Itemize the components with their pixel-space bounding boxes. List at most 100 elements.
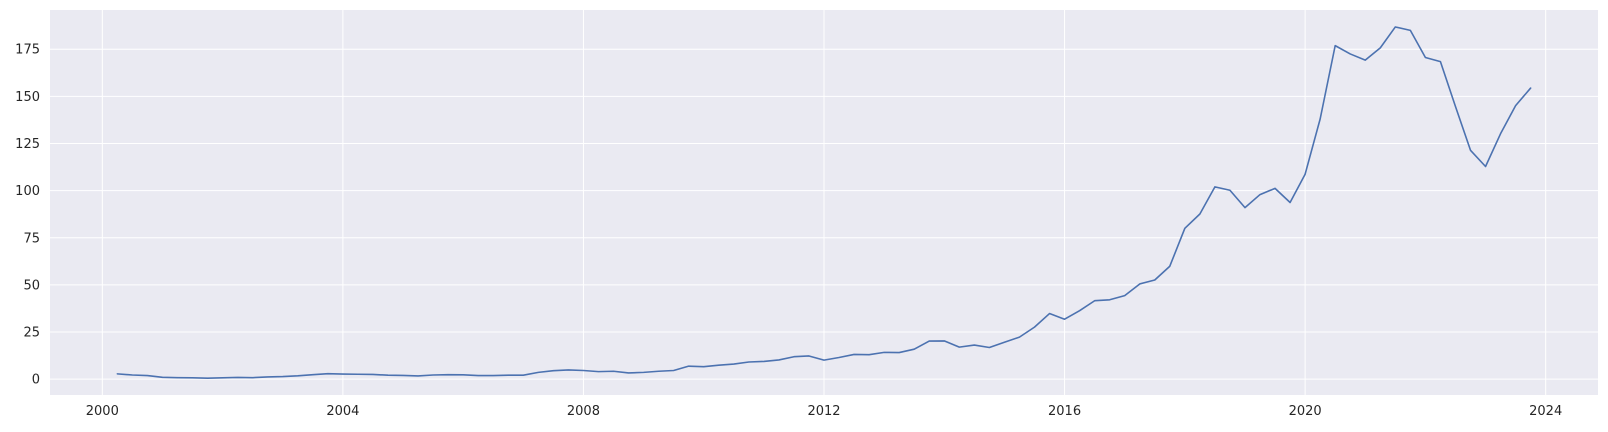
data-point — [942, 339, 946, 343]
data-point — [972, 343, 976, 347]
data-point — [1453, 104, 1457, 108]
data-point — [656, 369, 660, 373]
data-point — [1408, 28, 1412, 32]
data-point — [927, 339, 931, 343]
data-point — [1062, 317, 1066, 321]
data-point — [641, 370, 645, 374]
data-point — [175, 375, 179, 379]
series-layer — [115, 25, 1532, 380]
x-tick-label: 2004 — [326, 404, 359, 419]
data-point — [1513, 103, 1517, 107]
data-point — [371, 372, 375, 376]
data-point — [1213, 185, 1217, 189]
data-point — [1153, 278, 1157, 282]
x-tick-label: 2016 — [1048, 404, 1081, 419]
data-point — [596, 369, 600, 373]
data-point — [491, 373, 495, 377]
data-point — [311, 372, 315, 376]
data-point — [205, 376, 209, 380]
data-point — [1092, 299, 1096, 303]
data-point — [792, 355, 796, 359]
data-point — [671, 368, 675, 372]
data-point — [220, 376, 224, 380]
data-point — [1468, 148, 1472, 152]
data-point — [1077, 309, 1081, 313]
data-point — [1363, 58, 1367, 62]
data-point — [867, 352, 871, 356]
data-point — [551, 368, 555, 372]
data-point — [822, 358, 826, 362]
data-point — [266, 375, 270, 379]
data-point — [1183, 226, 1187, 230]
data-point — [1047, 311, 1051, 315]
y-tick-label: 125 — [15, 137, 40, 152]
data-point — [702, 365, 706, 369]
x-axis-tick-labels: 2000 2004 2008 2012 2016 2020 2024 — [86, 404, 1562, 419]
data-point — [250, 375, 254, 379]
data-point — [837, 355, 841, 359]
data-point — [762, 359, 766, 363]
data-point — [1318, 117, 1322, 121]
data-point — [852, 352, 856, 356]
data-point — [1228, 188, 1232, 192]
data-point — [115, 372, 119, 376]
data-point — [521, 373, 525, 377]
data-point — [882, 350, 886, 354]
data-point — [1243, 205, 1247, 209]
data-point — [1168, 264, 1172, 268]
data-point — [281, 374, 285, 378]
y-tick-label: 25 — [23, 326, 40, 341]
data-point — [130, 373, 134, 377]
data-point — [1303, 172, 1307, 176]
data-point — [1528, 86, 1532, 90]
data-point — [747, 360, 751, 364]
data-point — [1198, 212, 1202, 216]
data-point — [1483, 164, 1487, 168]
data-point — [386, 373, 390, 377]
data-point — [1107, 298, 1111, 302]
data-point — [1002, 340, 1006, 344]
x-tick-label: 2012 — [807, 404, 840, 419]
data-point — [686, 364, 690, 368]
data-point — [145, 373, 149, 377]
y-tick-label: 100 — [15, 184, 40, 199]
data-point — [190, 376, 194, 380]
data-point — [506, 373, 510, 377]
x-gridlines — [101, 10, 1547, 395]
data-point — [476, 373, 480, 377]
data-point — [356, 372, 360, 376]
data-point — [611, 369, 615, 373]
data-point — [1032, 325, 1036, 329]
data-point — [1498, 131, 1502, 135]
data-point — [401, 373, 405, 377]
data-point — [160, 375, 164, 379]
y-tick-label: 50 — [23, 278, 40, 293]
data-point — [807, 354, 811, 358]
data-point — [566, 368, 570, 372]
data-point — [1273, 186, 1277, 190]
data-point — [326, 371, 330, 375]
data-point — [777, 358, 781, 362]
data-point — [957, 345, 961, 349]
data-point — [1393, 25, 1397, 29]
data-point — [416, 374, 420, 378]
y-tick-label: 175 — [15, 43, 40, 58]
y-axis-tick-labels: 0 25 50 75 100 125 150 175 — [15, 43, 40, 388]
data-point — [341, 372, 345, 376]
data-point — [1333, 43, 1337, 47]
y-tick-label: 75 — [23, 231, 40, 246]
data-point — [446, 372, 450, 376]
data-point — [987, 345, 991, 349]
data-point — [1123, 293, 1127, 297]
data-point — [536, 370, 540, 374]
series-line — [116, 26, 1532, 380]
data-point — [581, 368, 585, 372]
x-tick-label: 2024 — [1529, 404, 1562, 419]
data-point — [1258, 192, 1262, 196]
data-point — [296, 374, 300, 378]
data-point — [717, 363, 721, 367]
data-point — [1423, 55, 1427, 59]
data-point — [235, 375, 239, 379]
x-tick-label: 2020 — [1289, 404, 1322, 419]
